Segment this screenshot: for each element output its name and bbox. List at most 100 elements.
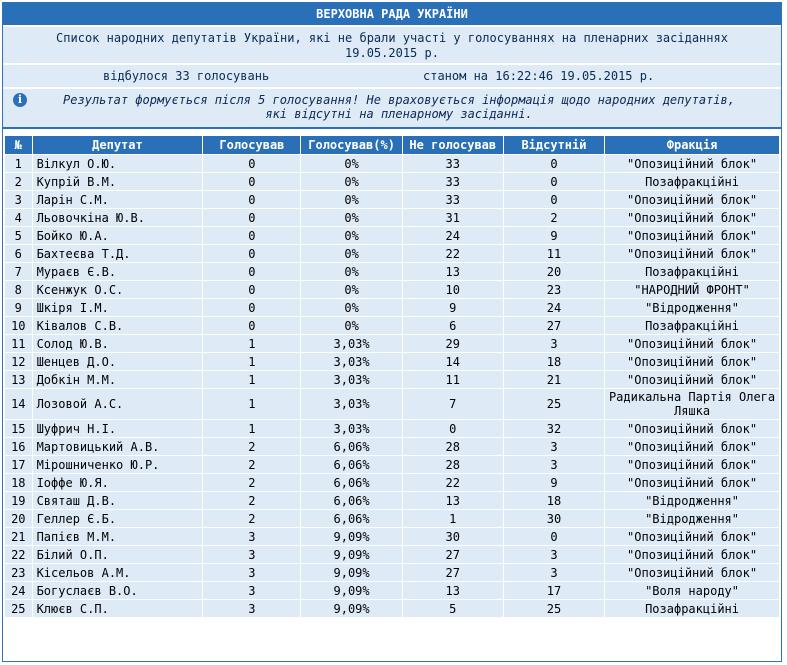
- not-voted-count: 27: [402, 564, 503, 581]
- col-header-faction[interactable]: Фракція: [605, 136, 779, 154]
- deputy-name[interactable]: Клюєв С.П.: [32, 600, 203, 617]
- absent-count: 0: [503, 191, 605, 208]
- col-header-not-voted[interactable]: Не голосував: [402, 136, 503, 154]
- not-voted-count: 24: [402, 227, 503, 244]
- table-row: 14 Лозовой А.С. 1 3,03% 7 25 Радикальна Партія…: [5, 389, 779, 419]
- table-row: 4 Льовочкіна Ю.В. 0 0% 31 2 "Опозиційний блок": [5, 209, 779, 226]
- voted-percent: 3,03%: [301, 335, 402, 352]
- deputy-name[interactable]: Добкін М.М.: [32, 371, 203, 388]
- faction-name: "Опозиційний блок": [605, 335, 779, 352]
- not-voted-count: 22: [402, 245, 503, 262]
- deputy-name[interactable]: Білий О.П.: [32, 546, 203, 563]
- col-header-number[interactable]: №: [5, 136, 32, 154]
- absent-count: 27: [503, 317, 605, 334]
- deputy-name[interactable]: Ксенжук О.С.: [32, 281, 203, 298]
- deputy-name[interactable]: Кісельов А.М.: [32, 564, 203, 581]
- absent-count: 25: [503, 389, 605, 419]
- deputy-name[interactable]: Лозовой А.С.: [32, 389, 203, 419]
- voted-count: 1: [203, 353, 301, 370]
- voted-count: 2: [203, 456, 301, 473]
- deputy-name[interactable]: Папієв М.М.: [32, 528, 203, 545]
- table-row: 8 Ксенжук О.С. 0 0% 10 23 "НАРОДНИЙ ФРОНТ": [5, 281, 779, 298]
- deputy-name[interactable]: Солод Ю.В.: [32, 335, 203, 352]
- faction-name: "Опозиційний блок": [605, 420, 779, 437]
- absent-count: 2: [503, 209, 605, 226]
- not-voted-count: 7: [402, 389, 503, 419]
- table-row: 9 Шкіря І.М. 0 0% 9 24 "Відродження": [5, 299, 779, 316]
- faction-name: "Опозиційний блок": [605, 546, 779, 563]
- deputy-name[interactable]: Святаш Д.В.: [32, 492, 203, 509]
- col-header-voted-pct[interactable]: Голосував(%): [301, 136, 402, 154]
- voted-count: 0: [203, 173, 301, 190]
- info-icon: i: [13, 93, 27, 107]
- table-row: 18 Іоффе Ю.Я. 2 6,06% 22 9 "Опозиційний блок": [5, 474, 779, 491]
- absent-count: 24: [503, 299, 605, 316]
- not-voted-count: 14: [402, 353, 503, 370]
- voted-percent: 3,03%: [301, 420, 402, 437]
- col-header-deputy[interactable]: Депутат: [32, 136, 203, 154]
- deputy-name[interactable]: Бахтеєва Т.Д.: [32, 245, 203, 262]
- col-header-absent[interactable]: Відсутній: [503, 136, 605, 154]
- not-voted-count: 33: [402, 173, 503, 190]
- report-subtitle: Список народних депутатів України, які н…: [3, 27, 781, 65]
- row-number: 24: [5, 582, 32, 599]
- deputy-name[interactable]: Мураєв Є.В.: [32, 263, 203, 280]
- absent-count: 9: [503, 474, 605, 491]
- page-title: ВЕРХОВНА РАДА УКРАЇНИ: [3, 3, 781, 27]
- absent-count: 21: [503, 371, 605, 388]
- row-number: 7: [5, 263, 32, 280]
- row-number: 16: [5, 438, 32, 455]
- deputy-name[interactable]: Іоффе Ю.Я.: [32, 474, 203, 491]
- voted-count: 2: [203, 438, 301, 455]
- deputy-name[interactable]: Шенцев Д.О.: [32, 353, 203, 370]
- row-number: 21: [5, 528, 32, 545]
- deputy-name[interactable]: Шкіря І.М.: [32, 299, 203, 316]
- table-row: 1 Вілкул О.Ю. 0 0% 33 0 "Опозиційний блок": [5, 155, 779, 172]
- deputy-name[interactable]: Вілкул О.Ю.: [32, 155, 203, 172]
- deputy-name[interactable]: Купрій В.М.: [32, 173, 203, 190]
- table-row: 22 Білий О.П. 3 9,09% 27 3 "Опозиційний блок": [5, 546, 779, 563]
- voted-percent: 0%: [301, 155, 402, 172]
- voted-percent: 0%: [301, 245, 402, 262]
- voted-percent: 3,03%: [301, 353, 402, 370]
- voted-percent: 0%: [301, 209, 402, 226]
- table-row: 5 Бойко Ю.А. 0 0% 24 9 "Опозиційний блок": [5, 227, 779, 244]
- row-number: 4: [5, 209, 32, 226]
- row-number: 23: [5, 564, 32, 581]
- deputy-name[interactable]: Шуфрич Н.І.: [32, 420, 203, 437]
- voted-percent: 0%: [301, 191, 402, 208]
- col-header-voted[interactable]: Голосував: [203, 136, 301, 154]
- meta-row: відбулося 33 голосувань станом на 16:22:…: [3, 65, 781, 89]
- voted-count: 1: [203, 335, 301, 352]
- table-row: 24 Богуслаєв В.О. 3 9,09% 13 17 "Воля народу": [5, 582, 779, 599]
- not-voted-count: 28: [402, 456, 503, 473]
- not-voted-count: 28: [402, 438, 503, 455]
- deputy-name[interactable]: Ларін С.М.: [32, 191, 203, 208]
- not-voted-count: 27: [402, 546, 503, 563]
- voted-count: 2: [203, 510, 301, 527]
- voted-count: 0: [203, 317, 301, 334]
- voted-count: 3: [203, 582, 301, 599]
- voted-percent: 9,09%: [301, 528, 402, 545]
- deputy-name[interactable]: Мартовицький А.В.: [32, 438, 203, 455]
- row-number: 3: [5, 191, 32, 208]
- not-voted-count: 13: [402, 263, 503, 280]
- voted-count: 3: [203, 528, 301, 545]
- deputy-name[interactable]: Бойко Ю.А.: [32, 227, 203, 244]
- deputy-name[interactable]: Ківалов С.В.: [32, 317, 203, 334]
- voted-percent: 0%: [301, 299, 402, 316]
- subtitle-line-1: Список народних депутатів України, які н…: [56, 31, 728, 45]
- absent-count: 9: [503, 227, 605, 244]
- faction-name: "Опозиційний блок": [605, 209, 779, 226]
- table-row: 20 Геллер Є.Б. 2 6,06% 1 30 "Відродження": [5, 510, 779, 527]
- not-voted-count: 6: [402, 317, 503, 334]
- deputy-name[interactable]: Геллер Є.Б.: [32, 510, 203, 527]
- row-number: 20: [5, 510, 32, 527]
- absent-count: 0: [503, 528, 605, 545]
- not-voted-count: 33: [402, 155, 503, 172]
- voted-count: 0: [203, 245, 301, 262]
- deputy-name[interactable]: Мірошниченко Ю.Р.: [32, 456, 203, 473]
- deputy-name[interactable]: Льовочкіна Ю.В.: [32, 209, 203, 226]
- voted-count: 0: [203, 281, 301, 298]
- deputy-name[interactable]: Богуслаєв В.О.: [32, 582, 203, 599]
